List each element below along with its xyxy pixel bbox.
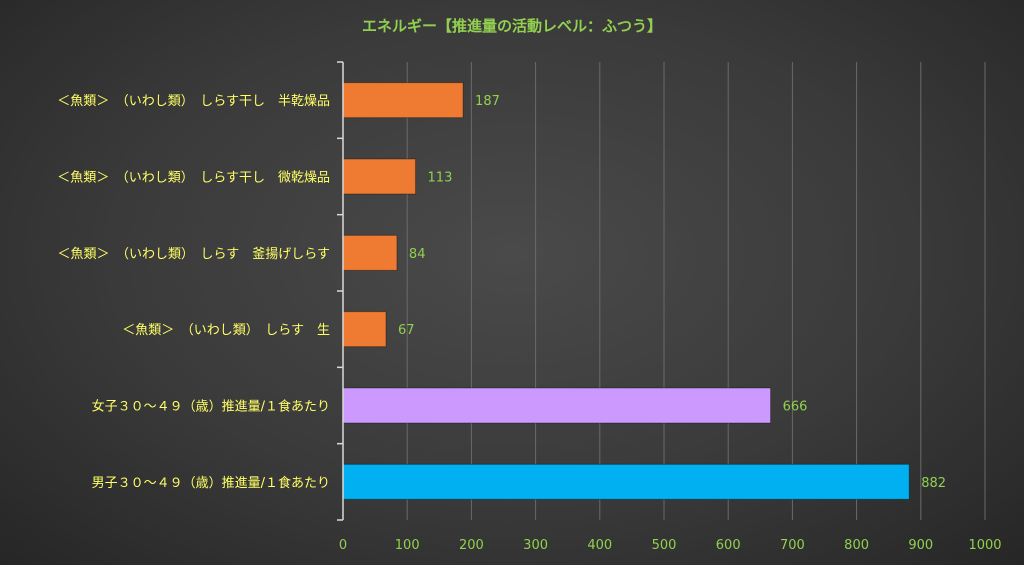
x-tick-label: 400 — [587, 538, 612, 553]
category-labels: ＜魚類＞ （いわし類） しらす干し 半乾燥品 ＜魚類＞ （いわし類） しらす干し … — [57, 94, 330, 491]
bar — [342, 234, 398, 271]
bar — [342, 158, 417, 195]
bar — [342, 82, 464, 119]
data-label: 84 — [409, 247, 426, 262]
chart-title: エネルギー【推進量の活動レベル：ふつう】 — [362, 17, 662, 35]
category-label: 女子３０～４９（歳）推進量/１食あたり — [92, 399, 330, 415]
bar — [342, 463, 910, 500]
data-label: 113 — [428, 171, 453, 186]
x-tick-label: 600 — [716, 538, 741, 553]
bar — [342, 387, 772, 424]
x-tick-label: 200 — [459, 538, 484, 553]
x-tick-label: 100 — [395, 538, 420, 553]
x-tick-label: 0 — [339, 538, 347, 553]
gridlines — [406, 62, 986, 520]
category-label: ＜魚類＞ （いわし類） しらす 釜揚げしらす — [58, 246, 330, 262]
category-label: 男子３０～４９（歳）推進量/１食あたり — [92, 475, 330, 491]
data-label: 187 — [475, 94, 500, 109]
category-label: ＜魚類＞ （いわし類） しらす干し 半乾燥品 — [57, 94, 330, 109]
x-tick-labels: 0 100 200 300 400 500 600 700 800 900 1000 — [339, 538, 1002, 553]
value-labels: 187 113 84 67 666 882 — [398, 94, 946, 491]
category-label: ＜魚類＞ （いわし類） しらす 生 — [122, 323, 330, 338]
x-tick-label: 300 — [523, 538, 548, 553]
x-tick-label: 800 — [844, 538, 869, 553]
x-tick-label: 900 — [908, 538, 933, 553]
x-tick-label: 500 — [652, 538, 677, 553]
bar — [342, 311, 387, 348]
y-axis — [337, 61, 344, 521]
data-label: 882 — [921, 476, 946, 491]
data-label: 666 — [783, 400, 808, 415]
x-tick-label: 1000 — [968, 538, 1001, 553]
bar-group — [342, 82, 910, 500]
x-tick-label: 700 — [780, 538, 805, 553]
data-label: 67 — [398, 323, 415, 338]
category-label: ＜魚類＞ （いわし類） しらす干し 微乾燥品 — [57, 171, 330, 186]
